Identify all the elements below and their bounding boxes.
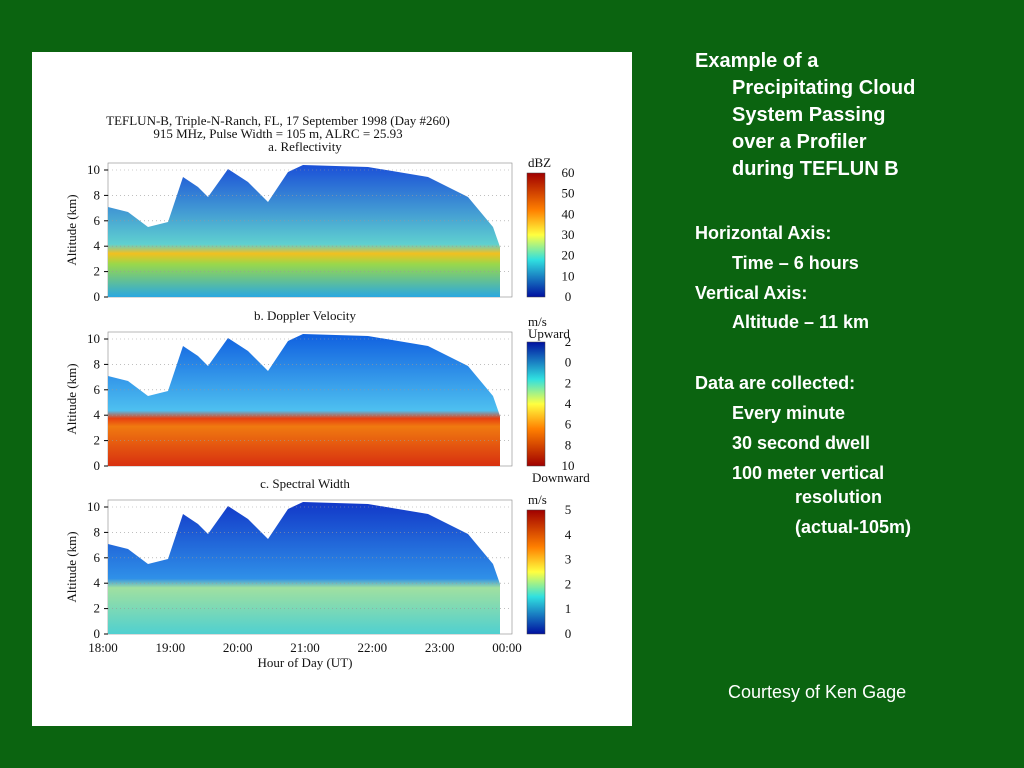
- x-tick-label: 18:00: [88, 640, 118, 655]
- panel-title: a. Reflectivity: [268, 139, 342, 154]
- text-item: Time – 6 hours: [732, 253, 859, 273]
- text-item: Every minute: [732, 403, 846, 423]
- text-item: Vertical Axis:: [695, 283, 808, 303]
- x-tick-label: 20:00: [223, 640, 253, 655]
- colorbar-tick-label: 3: [565, 552, 572, 567]
- colorbar-tick-label: 60: [562, 165, 575, 180]
- figure-header: 915 MHz, Pulse Width = 105 m, ALRC = 25.…: [153, 126, 402, 141]
- y-tick-label: 4: [94, 407, 101, 422]
- x-tick-label: 00:00: [492, 640, 522, 655]
- radar-figure: TEFLUN-B, Triple-N-Ranch, FL, 17 Septemb…: [64, 113, 590, 670]
- x-tick-label: 23:00: [425, 640, 455, 655]
- colorbar-tick-label: 0: [565, 626, 572, 641]
- y-tick-label: 10: [87, 162, 100, 177]
- credit: Courtesy of Ken Gage: [728, 682, 907, 702]
- text-item: resolution: [795, 487, 883, 507]
- y-tick-label: 10: [87, 499, 100, 514]
- y-tick-label: 2: [94, 264, 101, 279]
- panel-title: c. Spectral Width: [260, 476, 350, 491]
- colorbar-unit: m/s: [528, 314, 547, 329]
- colorbar-tick-label: 5: [565, 502, 572, 517]
- colorbar-tick-label: 1: [565, 601, 572, 616]
- colorbar-tick-label: 8: [565, 437, 572, 452]
- colorbar-tick-label: 40: [562, 206, 575, 221]
- text-item: Horizontal Axis:: [695, 223, 832, 243]
- colorbar-bottom-label: Downward: [532, 470, 590, 485]
- colorbar-tick-label: 0: [565, 289, 572, 304]
- y-tick-label: 8: [94, 356, 101, 371]
- y-axis-label: Altitude (km): [64, 531, 79, 602]
- y-tick-label: 2: [94, 601, 101, 616]
- colorbar: [526, 172, 546, 298]
- text-item: 30 second dwell: [732, 433, 871, 453]
- colorbar-unit: dBZ: [528, 155, 551, 170]
- colorbar-tick-label: 6: [565, 417, 572, 432]
- text-item: Data are collected:: [695, 373, 856, 393]
- colorbar-tick-label: 4: [565, 396, 572, 411]
- panel-title: b. Doppler Velocity: [254, 308, 356, 323]
- y-tick-label: 2: [94, 433, 101, 448]
- colorbar-tick-label: 2: [565, 334, 572, 349]
- figure-panel: TEFLUN-B, Triple-N-Ranch, FL, 17 Septemb…: [32, 52, 632, 726]
- heading-line: System Passing: [732, 104, 886, 126]
- y-tick-label: 6: [94, 213, 101, 228]
- colorbar: [526, 509, 546, 635]
- radar-echo: [108, 165, 500, 297]
- radar-echo: [108, 334, 500, 466]
- text-item: Altitude – 11 km: [732, 312, 870, 332]
- colorbar-tick-label: 2: [565, 375, 572, 390]
- heading-line: over a Profiler: [732, 131, 867, 153]
- y-tick-label: 8: [94, 524, 101, 539]
- y-tick-label: 0: [94, 626, 101, 641]
- y-tick-label: 0: [94, 289, 101, 304]
- y-tick-label: 4: [94, 238, 101, 253]
- x-tick-label: 22:00: [358, 640, 388, 655]
- colorbar: [526, 341, 546, 467]
- text-item: 100 meter vertical: [732, 463, 885, 483]
- heading-line: Example of a: [695, 50, 819, 72]
- x-axis-label: Hour of Day (UT): [258, 655, 353, 670]
- radar-echo: [108, 502, 500, 634]
- figure-header: TEFLUN-B, Triple-N-Ranch, FL, 17 Septemb…: [106, 113, 450, 128]
- colorbar-tick-label: 4: [565, 527, 572, 542]
- heading-line: during TEFLUN B: [732, 158, 899, 180]
- colorbar-tick-label: 20: [562, 248, 575, 263]
- colorbar-tick-label: 2: [565, 576, 572, 591]
- colorbar-tick-label: 0: [565, 355, 572, 370]
- colorbar-tick-label: 10: [562, 268, 575, 283]
- colorbar-top-label: Upward: [528, 326, 570, 341]
- colorbar-unit: m/s: [528, 492, 547, 507]
- y-axis-label: Altitude (km): [64, 363, 79, 434]
- colorbar-tick-label: 50: [562, 186, 575, 201]
- heading-line: Precipitating Cloud: [732, 77, 916, 99]
- y-tick-label: 4: [94, 575, 101, 590]
- x-tick-label: 19:00: [156, 640, 186, 655]
- y-tick-label: 10: [87, 331, 100, 346]
- y-tick-label: 6: [94, 382, 101, 397]
- y-tick-label: 6: [94, 550, 101, 565]
- text-item: (actual-105m): [795, 517, 912, 537]
- y-axis-label: Altitude (km): [64, 194, 79, 265]
- x-tick-label: 21:00: [290, 640, 320, 655]
- colorbar-tick-label: 30: [562, 227, 575, 242]
- y-tick-label: 8: [94, 187, 101, 202]
- y-tick-label: 0: [94, 458, 101, 473]
- colorbar-tick-label: 10: [562, 458, 575, 473]
